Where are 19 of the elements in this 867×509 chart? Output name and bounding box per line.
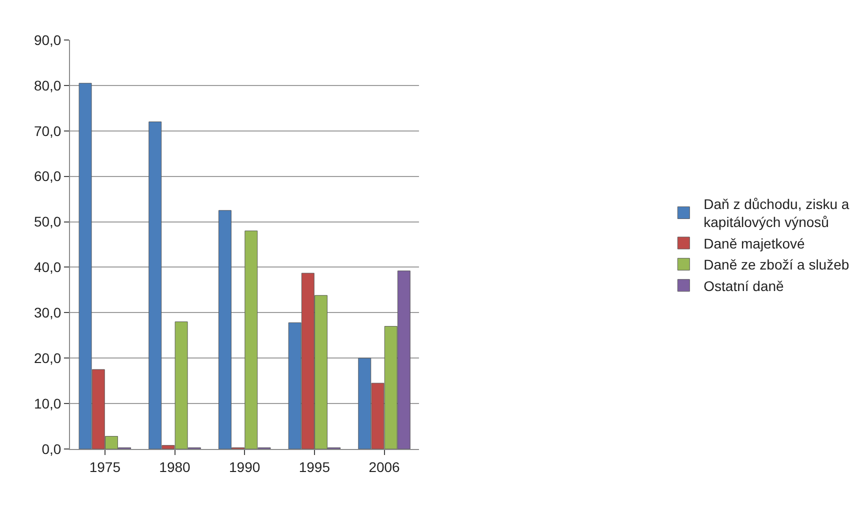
y-tick-label: 30,0 [34,304,62,321]
y-tick-label: 90,0 [34,32,62,48]
y-tick-label: 0,0 [42,440,62,457]
legend-label: Daň z důchodu, zisku a kapitálových výnosů [704,196,850,230]
legend-label: Daně majetkové [704,235,806,252]
x-tick-label: 2006 [368,458,400,475]
y-tick-label: 70,0 [34,122,62,139]
y-tick-label: 60,0 [34,168,62,184]
y-tick-label: 20,0 [34,350,62,366]
x-tick-label: 1995 [298,458,330,475]
x-tick-label: 1975 [89,458,121,475]
x-tick-label: 1990 [229,458,260,475]
legend-label: Ostatní daně [704,278,784,294]
x-tick-label: 1980 [159,458,191,475]
y-tick-label: 50,0 [34,214,62,230]
y-tick-label: 80,0 [34,77,62,94]
y-tick-label: 10,0 [34,395,62,412]
legend-label: Daně ze zboží a služeb [704,256,850,273]
y-tick-label: 40,0 [34,259,62,276]
